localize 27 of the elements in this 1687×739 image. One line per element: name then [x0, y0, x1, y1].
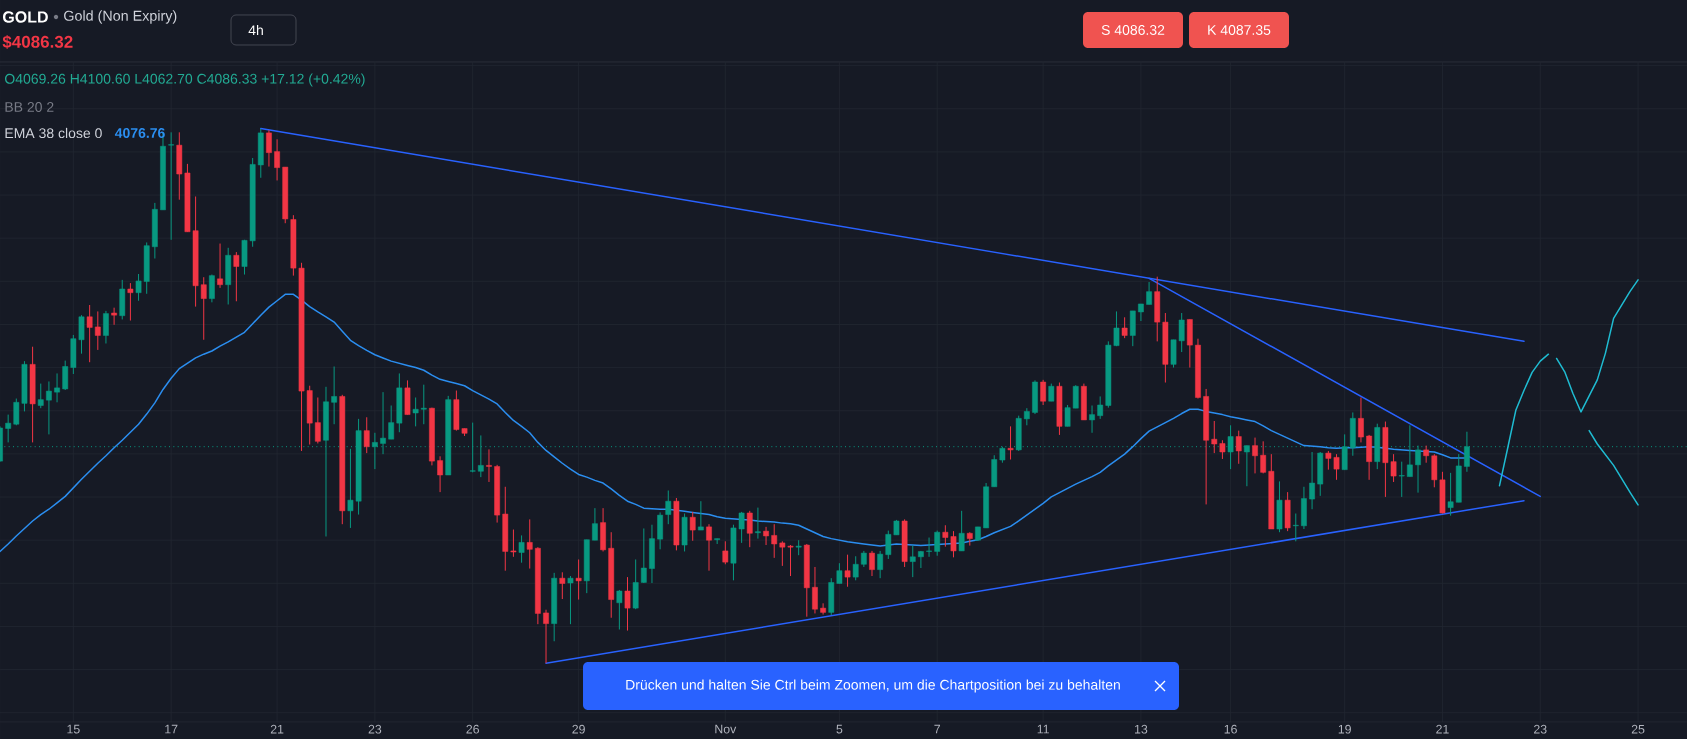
x-tick-label: 13: [1135, 724, 1148, 734]
x-tick-label: 5: [836, 724, 843, 734]
x-tick-label: 21: [270, 724, 284, 734]
text: K 4087.35: [1208, 25, 1271, 35]
x-tick-label: 7: [934, 724, 941, 734]
x-tick-label: 23: [1534, 724, 1547, 734]
x-tick-label: Nov: [715, 724, 737, 734]
x-tick-label: 11: [1037, 724, 1049, 734]
x-tick-label: 25: [1631, 724, 1645, 734]
x-tick-label: 23: [368, 724, 382, 734]
text: O4069.26 H4100.60 L4062.70 C4086.33 +17.12 (+0.42%): [5, 73, 365, 87]
text: EMA 38 close 0: [5, 127, 102, 139]
x-tick-label: 19: [1338, 724, 1351, 734]
x-tick-label: 17: [165, 724, 178, 734]
text: BB 20 2: [5, 102, 54, 112]
annotation: 4076.76: [114, 128, 165, 138]
chart-subtitle: Gold (Non Expiry): [64, 10, 177, 24]
text: Drücken und halten Sie Ctrl beim Zoomen, um die Chartposition bei zu behalten: [626, 679, 1120, 693]
chart-title: GOLD: [3, 11, 48, 23]
x-tick-label: 26: [466, 724, 479, 734]
text: S 4086.32: [1101, 25, 1165, 35]
x-tick-label: 16: [1224, 724, 1237, 734]
text: 4h: [248, 24, 263, 36]
x-tick-label: 29: [572, 724, 585, 734]
text: $4086.32: [2, 35, 73, 49]
x-tick-label: 15: [67, 724, 80, 734]
x-tick-label: 21: [1436, 724, 1449, 734]
